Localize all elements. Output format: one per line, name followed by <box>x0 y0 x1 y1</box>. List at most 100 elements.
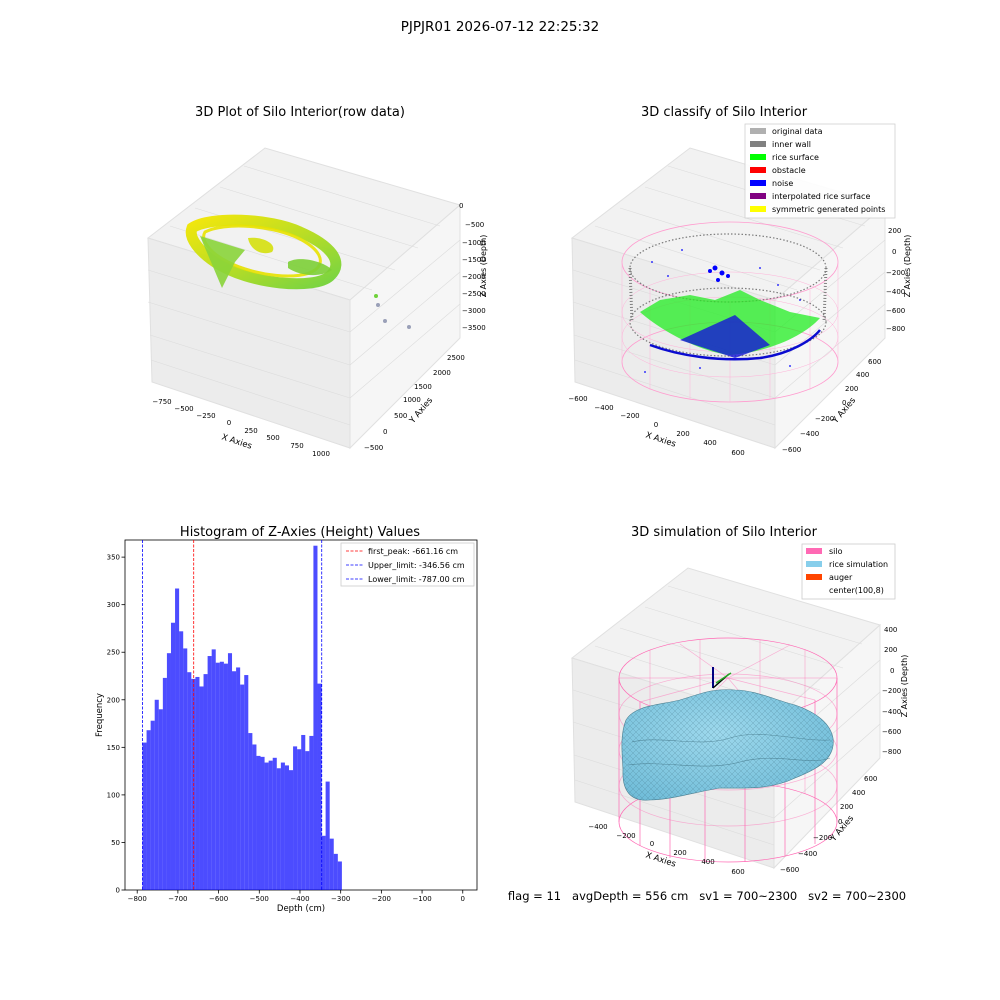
legend-label: obstacle <box>772 166 806 175</box>
histogram-bar <box>284 765 289 890</box>
tick-label: 600 <box>864 775 877 783</box>
tick-label: −600 <box>780 866 799 874</box>
tick-label: −200 <box>882 687 901 695</box>
tick-label: −200 <box>616 832 635 840</box>
histogram-bar <box>215 662 220 890</box>
tick-label: −400 <box>800 430 819 438</box>
tick-label: −500 <box>465 221 484 229</box>
legend-swatch <box>750 193 766 199</box>
tick-label: 0 <box>383 428 387 436</box>
classify-rice-surface <box>640 249 821 373</box>
histogram-bar <box>199 686 204 890</box>
tick-label: 350 <box>107 554 120 562</box>
legend-label: auger <box>829 573 853 582</box>
histogram-bar <box>146 730 151 890</box>
histogram-bar <box>232 671 237 890</box>
histogram-bar <box>256 755 261 890</box>
legend-swatch <box>750 128 766 134</box>
tick-label: 2500 <box>447 354 465 362</box>
tick-label: −300 <box>331 895 350 903</box>
tick-label: 400 <box>856 371 869 379</box>
tick-label: 400 <box>701 858 714 866</box>
histogram-bar <box>158 709 163 890</box>
legend-label: noise <box>772 179 793 188</box>
histogram-bar <box>288 770 294 890</box>
histogram-bar <box>219 661 224 890</box>
tick-label: −600 <box>882 728 901 736</box>
tick-label: 400 <box>852 789 865 797</box>
histogram-bar <box>313 545 318 890</box>
tick-label: 200 <box>888 227 901 235</box>
tick-label: −700 <box>168 895 187 903</box>
raw-y-ticks: −500 0 500 1000 1500 2000 2500 <box>364 354 465 452</box>
tick-label: 250 <box>244 427 257 435</box>
legend-label: Upper_limit: -346.56 cm <box>368 561 465 570</box>
histogram-bar <box>244 675 249 890</box>
tick-label: 200 <box>107 696 120 704</box>
tick-label: 1500 <box>414 383 432 391</box>
legend-label: silo <box>829 547 843 556</box>
histogram-bar <box>175 588 180 890</box>
panel-raw-title: 3D Plot of Silo Interior(row data) <box>195 105 405 120</box>
histogram-bar <box>142 742 147 890</box>
histogram-bar <box>280 762 285 890</box>
histogram-bar <box>325 781 330 890</box>
tick-label: −600 <box>209 895 228 903</box>
simulation-legend: silo rice simulation auger center(100,8) <box>801 543 896 600</box>
raw-point-cloud <box>185 214 411 329</box>
tick-label: 200 <box>673 849 686 857</box>
histogram-bar <box>166 653 171 890</box>
histogram-legend: first_peak: -661.16 cm Upper_limit: -346… <box>340 542 475 587</box>
tick-label: 500 <box>394 412 407 420</box>
histogram-bar <box>309 735 314 890</box>
histogram-bar <box>272 757 277 890</box>
tick-label: 400 <box>884 626 897 634</box>
tick-label: 0 <box>892 248 896 256</box>
tick-label: −200 <box>813 834 832 842</box>
histogram-bar <box>276 768 281 890</box>
tick-label: 0 <box>890 667 894 675</box>
tick-label: −500 <box>250 895 269 903</box>
legend-label: interpolated rice surface <box>772 192 870 201</box>
histogram-bar <box>297 749 302 890</box>
histogram-bar <box>260 756 265 890</box>
histogram-bar <box>187 672 192 890</box>
raw-3d-box <box>146 147 462 450</box>
tick-label: −600 <box>568 395 587 403</box>
histogram-bar <box>248 733 253 890</box>
histogram-bar <box>211 649 216 890</box>
raw-zlabel: Z Axies (Depth) <box>479 235 488 298</box>
legend-swatch <box>806 548 822 554</box>
tick-label: −100 <box>412 895 431 903</box>
legend-label: rice surface <box>772 153 819 162</box>
legend-swatch <box>750 180 766 186</box>
tick-label: −750 <box>152 398 171 406</box>
simulation-auger <box>712 667 732 689</box>
simulation-rice-surface <box>621 689 834 801</box>
tick-label: 0 <box>227 419 231 427</box>
histogram-bar <box>154 699 159 890</box>
tick-label: −500 <box>364 444 383 452</box>
classify-x-ticks: −600 −400 −200 0 200 400 600 <box>568 395 744 457</box>
tick-label: −200 <box>620 412 639 420</box>
tick-label: −200 <box>815 415 834 423</box>
panel-raw-3d: 3D Plot of Silo Interior(row data) <box>146 105 488 458</box>
tick-label: −200 <box>372 895 391 903</box>
histogram-bar <box>293 746 298 890</box>
tick-label: 1000 <box>403 396 421 404</box>
legend-swatch <box>750 167 766 173</box>
tick-label: 0 <box>116 887 120 895</box>
simulation-x-ticks: −400 −200 0 200 400 600 <box>588 823 744 876</box>
tick-label: 600 <box>868 358 881 366</box>
tick-label: −200 <box>886 269 905 277</box>
legend-swatch <box>806 574 822 580</box>
histogram-bar <box>195 676 200 890</box>
legend-label: Lower_limit: -787.00 cm <box>368 575 465 584</box>
tick-label: −800 <box>882 748 901 756</box>
tick-label: 200 <box>845 385 858 393</box>
panel-classify-3d: 3D classify of Silo Interior <box>568 105 912 457</box>
tick-label: 0 <box>654 421 658 429</box>
tick-label: 200 <box>884 646 897 654</box>
histogram-bar <box>333 853 338 890</box>
histogram-bar <box>317 683 322 890</box>
